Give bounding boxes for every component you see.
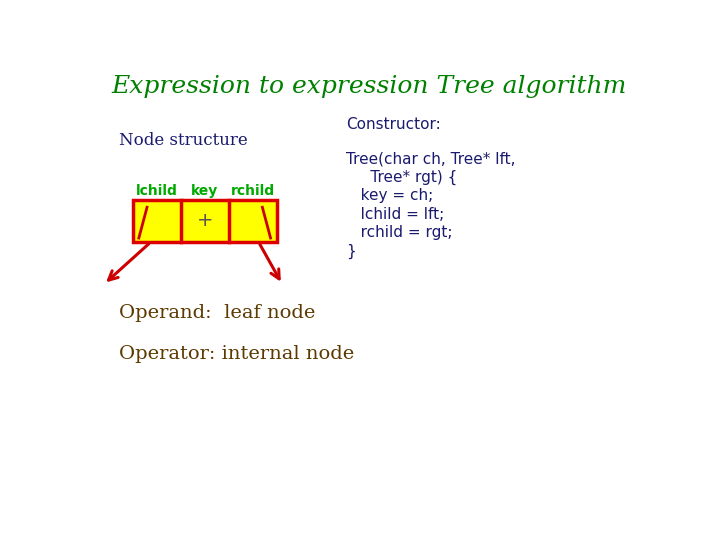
Text: Tree* rgt) {: Tree* rgt) {	[346, 170, 457, 185]
Text: Constructor:: Constructor:	[346, 117, 441, 132]
Text: rchild: rchild	[230, 184, 275, 198]
Text: key: key	[191, 184, 218, 198]
Text: rchild = rgt;: rchild = rgt;	[346, 225, 452, 240]
Text: Node structure: Node structure	[120, 132, 248, 148]
Text: Expression to expression Tree algorithm: Expression to expression Tree algorithm	[112, 75, 626, 98]
Text: }: }	[346, 244, 356, 259]
Text: lchild = lft;: lchild = lft;	[346, 207, 444, 222]
Text: key = ch;: key = ch;	[346, 188, 433, 203]
Text: Operator: internal node: Operator: internal node	[120, 345, 355, 362]
Text: lchild: lchild	[135, 184, 178, 198]
Text: +: +	[197, 211, 213, 230]
Text: Tree(char ch, Tree* lft,: Tree(char ch, Tree* lft,	[346, 151, 516, 166]
Bar	[132, 200, 276, 242]
Text: Operand:  leaf node: Operand: leaf node	[120, 303, 316, 322]
